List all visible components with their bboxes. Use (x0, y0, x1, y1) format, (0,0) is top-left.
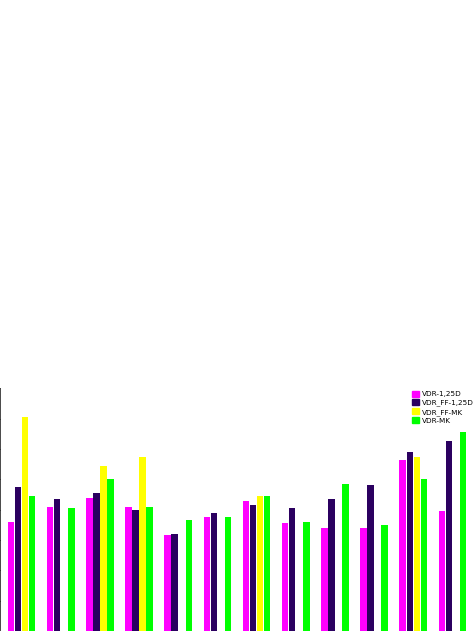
Bar (54, 499, 61, 631)
Bar (367, 485, 374, 631)
Bar (164, 536, 171, 631)
Bar (420, 480, 427, 631)
Bar (29, 496, 36, 631)
Bar (47, 507, 54, 631)
Bar (407, 452, 413, 631)
Bar (210, 512, 217, 631)
Bar (15, 487, 21, 631)
Bar (360, 528, 367, 631)
Bar (86, 497, 92, 631)
Bar (146, 507, 153, 631)
Bar (139, 457, 146, 631)
Bar (321, 528, 328, 631)
Bar (22, 417, 28, 631)
Bar (460, 432, 466, 631)
Bar (172, 534, 178, 631)
Bar (68, 508, 74, 631)
Bar (264, 496, 270, 631)
Bar (225, 517, 231, 631)
Bar (100, 466, 107, 631)
Bar (125, 507, 132, 631)
Bar (250, 505, 256, 631)
Bar (107, 480, 114, 631)
Bar (8, 522, 14, 631)
Legend: VDR-1,25D, VDR_FF-1,25D, VDR_FF-MK, VDR-MK: VDR-1,25D, VDR_FF-1,25D, VDR_FF-MK, VDR-… (410, 389, 474, 425)
Bar (382, 525, 388, 631)
Bar (282, 523, 288, 631)
Bar (186, 521, 192, 631)
Bar (413, 457, 420, 631)
Bar (132, 510, 139, 631)
Bar (93, 493, 100, 631)
Bar (446, 442, 452, 631)
Bar (289, 508, 295, 631)
Bar (400, 459, 406, 631)
Bar (438, 511, 445, 631)
Bar (204, 517, 210, 631)
Bar (257, 496, 264, 631)
Bar (243, 500, 249, 631)
Bar (328, 499, 335, 631)
Bar (303, 522, 310, 631)
Bar (342, 484, 349, 631)
